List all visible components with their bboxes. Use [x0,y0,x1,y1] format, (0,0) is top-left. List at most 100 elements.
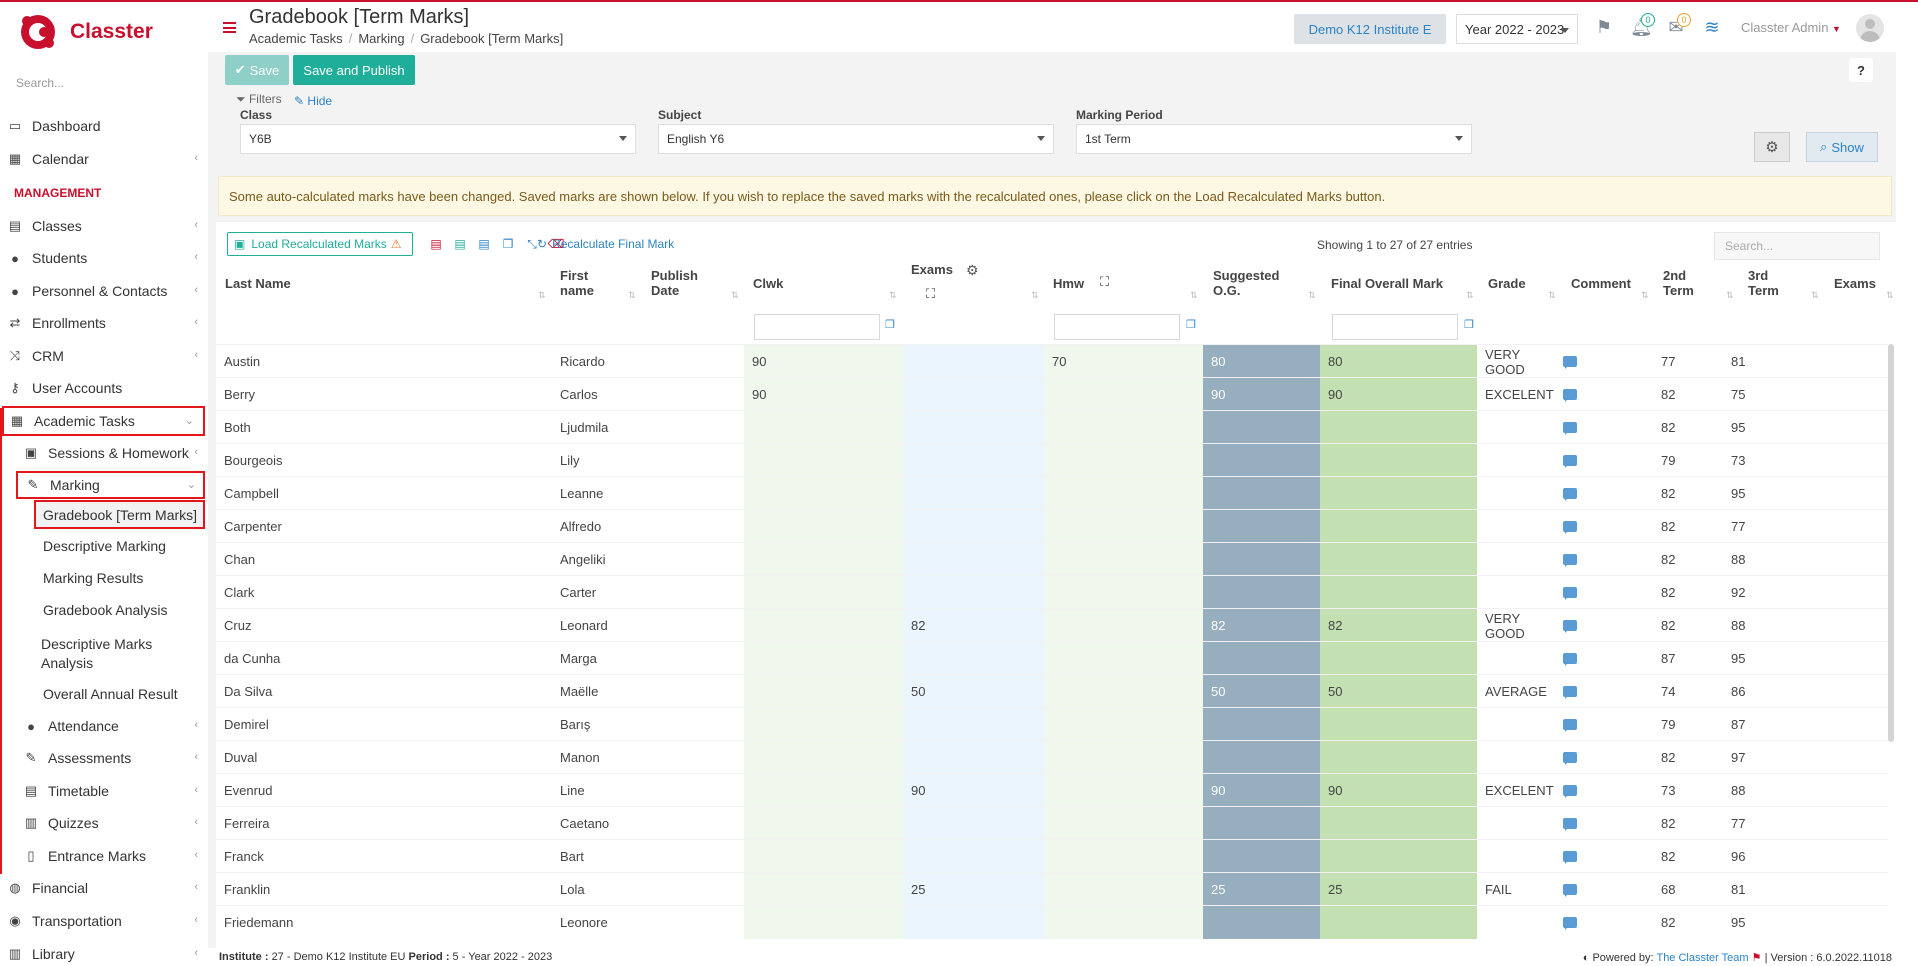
flag-icon[interactable]: ⚑ [1595,17,1613,37]
sidebar-item-calendar[interactable]: ▦ Calendar ‹ [6,146,206,172]
sort-icon[interactable]: ⇅ [1641,290,1649,300]
cell-hmw[interactable] [1044,411,1203,444]
cell-exams[interactable]: 82 [903,609,1044,642]
cell-hmw[interactable] [1044,906,1203,939]
cell-hmw[interactable]: 70 [1044,345,1203,378]
load-recalculated-marks-button[interactable]: ▣ Load Recalculated Marks ⚠ [227,232,413,256]
comment-icon[interactable] [1563,851,1577,864]
col-publish-date[interactable]: Publish Date [651,268,698,298]
cell-clwk[interactable]: 90 [744,345,903,378]
cell-final[interactable] [1320,906,1477,939]
cell-final[interactable] [1320,543,1477,576]
cell-final[interactable] [1320,477,1477,510]
eraser-icon[interactable]: ⌫ [547,237,565,251]
sidebar-item-timetable[interactable]: ▤ Timetable ‹ [22,778,206,804]
cell-exams[interactable] [903,543,1044,576]
cell-final[interactable] [1320,444,1477,477]
cell-clwk[interactable]: 90 [744,378,903,411]
sidebar-item-quizzes[interactable]: ▥ Quizzes ‹ [22,810,206,836]
cell-hmw[interactable] [1044,675,1203,708]
comment-icon[interactable] [1563,719,1577,732]
pdf-icon[interactable]: ▤ [430,237,442,251]
comment-icon[interactable] [1563,455,1577,468]
sort-icon[interactable]: ⇅ [628,290,636,300]
csv-icon[interactable]: ▤ [478,237,490,251]
cell-final[interactable] [1320,840,1477,873]
cell-final[interactable] [1320,411,1477,444]
cell-clwk[interactable] [744,741,903,774]
comment-icon[interactable] [1563,521,1577,534]
col-3rd-term[interactable]: 3rd Term [1748,268,1779,298]
cell-final[interactable]: 80 [1320,345,1477,378]
cell-clwk[interactable] [744,807,903,840]
marking-period-select[interactable]: 1st Term [1076,124,1472,154]
cell-exams[interactable] [903,807,1044,840]
col-final-overall-mark[interactable]: Final Overall Mark [1331,276,1443,291]
cell-exams[interactable]: 50 [903,675,1044,708]
cell-hmw[interactable] [1044,708,1203,741]
sort-icon[interactable]: ⇅ [1886,290,1894,300]
cell-clwk[interactable] [744,444,903,477]
sidebar-item-marking-results[interactable]: Marking Results [43,570,144,586]
cell-hmw[interactable] [1044,444,1203,477]
cell-exams[interactable] [903,510,1044,543]
cell-exams[interactable] [903,444,1044,477]
cell-exams[interactable] [903,378,1044,411]
cell-clwk[interactable] [744,543,903,576]
comment-icon[interactable] [1563,554,1577,567]
sidebar-item-assessments[interactable]: ✎ Assessments ‹ [22,745,206,771]
breadcrumb-item[interactable]: Marking [358,31,405,46]
sidebar-item-transportation[interactable]: ◉ Transportation ‹ [6,908,206,934]
layers-icon[interactable]: ≋ [1704,17,1720,37]
expand-icon[interactable]: ⛶ [926,286,936,301]
comment-icon[interactable] [1563,422,1577,435]
comment-icon[interactable] [1563,488,1577,501]
comment-icon[interactable] [1563,389,1577,402]
filters-toggle[interactable]: ⏷ Filters [236,92,282,107]
settings-button[interactable]: ⚙ [1754,132,1790,162]
save-and-publish-button[interactable]: Save and Publish [293,55,415,85]
sort-icon[interactable]: ⇅ [1811,290,1819,300]
comment-icon[interactable] [1563,587,1577,600]
breadcrumb-item[interactable]: Academic Tasks [249,31,343,46]
cell-clwk[interactable] [744,774,903,807]
cell-exams[interactable] [903,345,1044,378]
sidebar-item-library[interactable]: ▥ Library ‹ [6,941,206,966]
cell-exams[interactable] [903,840,1044,873]
cell-hmw[interactable] [1044,543,1203,576]
sidebar-item-sessions-homework[interactable]: ▣ Sessions & Homework ‹ [22,440,206,466]
sidebar-item-marking[interactable]: ✎ Marking ⌄ [24,472,204,498]
cell-final[interactable] [1320,741,1477,774]
cell-clwk[interactable] [744,675,903,708]
sidebar-item-overall-annual-result[interactable]: Overall Annual Result [43,686,178,702]
comment-icon[interactable] [1563,818,1577,831]
cell-final[interactable] [1320,576,1477,609]
cell-hmw[interactable] [1044,378,1203,411]
sidebar-item-gradebook-term-marks[interactable]: Gradebook [Term Marks] [43,507,198,523]
col-suggested-og[interactable]: Suggested O.G. [1213,268,1279,298]
hide-filters-link[interactable]: ✎ Hide [294,94,332,108]
cell-hmw[interactable] [1044,873,1203,906]
comment-icon[interactable] [1563,752,1577,765]
clwk-bulk-input[interactable] [754,314,880,340]
cell-hmw[interactable] [1044,477,1203,510]
sidebar-item-classes[interactable]: ▤ Classes ‹ [6,213,206,239]
cell-final[interactable]: 90 [1320,774,1477,807]
hmw-bulk-input[interactable] [1054,314,1180,340]
col-clwk[interactable]: Clwk [753,276,784,291]
cell-final[interactable]: 90 [1320,378,1477,411]
cell-exams[interactable] [903,576,1044,609]
col-grade[interactable]: Grade [1488,276,1526,291]
cell-exams[interactable] [903,477,1044,510]
sidebar-item-dashboard[interactable]: ▭ Dashboard [6,113,206,139]
sidebar-item-personnel[interactable]: ● Personnel & Contacts ‹ [6,278,206,304]
sidebar-item-academic-tasks[interactable]: ▦ Academic Tasks ⌄ [8,408,208,434]
cell-exams[interactable] [903,741,1044,774]
cell-final[interactable]: 50 [1320,675,1477,708]
comment-icon[interactable] [1563,884,1577,897]
comment-icon[interactable] [1563,356,1577,369]
cell-hmw[interactable] [1044,807,1203,840]
cell-final[interactable]: 82 [1320,609,1477,642]
cell-final[interactable]: 25 [1320,873,1477,906]
sort-icon[interactable]: ⇅ [1466,290,1474,300]
